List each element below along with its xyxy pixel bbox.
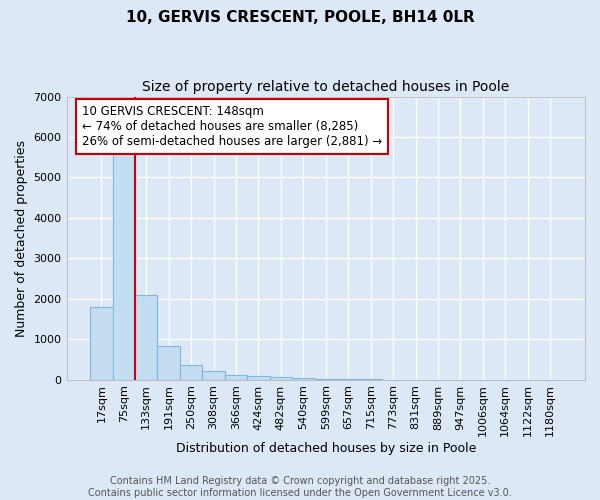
Bar bbox=[269, 377, 292, 380]
Bar bbox=[135, 294, 157, 380]
Bar bbox=[113, 145, 135, 380]
Y-axis label: Number of detached properties: Number of detached properties bbox=[15, 140, 28, 336]
Bar bbox=[90, 307, 113, 380]
Bar bbox=[314, 379, 337, 380]
Bar bbox=[225, 374, 247, 380]
X-axis label: Distribution of detached houses by size in Poole: Distribution of detached houses by size … bbox=[176, 442, 476, 455]
Text: Contains HM Land Registry data © Crown copyright and database right 2025.
Contai: Contains HM Land Registry data © Crown c… bbox=[88, 476, 512, 498]
Text: 10 GERVIS CRESCENT: 148sqm
← 74% of detached houses are smaller (8,285)
26% of s: 10 GERVIS CRESCENT: 148sqm ← 74% of deta… bbox=[82, 105, 382, 148]
Bar bbox=[292, 378, 314, 380]
Bar bbox=[202, 372, 225, 380]
Bar bbox=[247, 376, 269, 380]
Bar bbox=[180, 366, 202, 380]
Text: 10, GERVIS CRESCENT, POOLE, BH14 0LR: 10, GERVIS CRESCENT, POOLE, BH14 0LR bbox=[125, 10, 475, 25]
Title: Size of property relative to detached houses in Poole: Size of property relative to detached ho… bbox=[142, 80, 509, 94]
Bar bbox=[157, 346, 180, 380]
